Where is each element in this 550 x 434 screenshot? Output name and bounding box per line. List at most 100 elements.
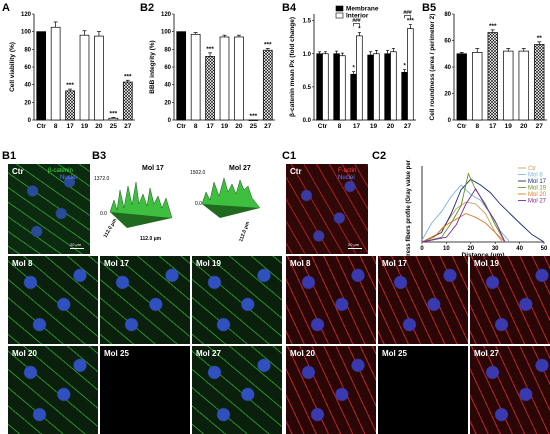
- x-tick-label: 8: [194, 123, 198, 130]
- legend-label: Mol 27: [528, 199, 547, 205]
- y-tick-label: 80: [164, 47, 171, 53]
- bar: [108, 117, 119, 121]
- significance-bracket: [404, 15, 411, 19]
- bar: [234, 36, 244, 121]
- bar: [401, 71, 408, 121]
- tile-label: Ctr: [12, 167, 24, 176]
- y-tick-label: 40: [444, 65, 451, 71]
- bar: [503, 50, 514, 121]
- x-tick-label: 20: [520, 123, 528, 130]
- bar: [356, 35, 363, 121]
- legend-label: Interior: [346, 13, 369, 20]
- b3-left-axis-x: 112.0 μm: [140, 236, 162, 242]
- y-tick-label: 1.5: [303, 19, 312, 25]
- y-tick-label: 100: [161, 30, 172, 36]
- bar: [534, 44, 545, 121]
- bar: [518, 50, 529, 121]
- tile-label: Mol 19: [196, 259, 221, 268]
- legend-swatch: [335, 5, 344, 12]
- tile-label: Mol 19: [474, 259, 499, 268]
- panel-label-b3: B3: [92, 150, 107, 162]
- x-axis-label: Distance (μm): [462, 252, 505, 258]
- bracket-label: ###: [403, 10, 412, 16]
- micrograph-tile: Mol 8: [286, 256, 376, 344]
- bar: [262, 49, 273, 121]
- x-tick-label: 20: [387, 123, 395, 130]
- y-tick-label: 0.5: [303, 85, 312, 91]
- tile-label: Mol 8: [12, 259, 33, 268]
- legend-nuclei: Nuclei: [338, 175, 355, 181]
- x-tick-label: 19: [221, 123, 229, 130]
- y-tick-label: 1.0: [303, 52, 312, 58]
- bar: [219, 36, 230, 121]
- scale-label: 20 μm: [70, 242, 82, 247]
- y-tick-label: 0.0: [303, 118, 312, 124]
- bar: [94, 35, 104, 121]
- x-tick-label: Ctr: [37, 123, 47, 130]
- micrograph-tile: Mol 19: [192, 256, 282, 344]
- y-axis-label: β-catenin mean Px (fold change): [289, 17, 296, 117]
- x-tick-label: 50: [541, 246, 548, 252]
- tile-label: Mol 17: [104, 259, 129, 268]
- significance-label: ***: [124, 73, 132, 80]
- significance-label: *: [403, 64, 406, 70]
- bar: [248, 119, 259, 121]
- significance-label: *: [358, 27, 361, 33]
- y-tick-label: 60: [444, 39, 451, 45]
- bar: [205, 56, 215, 121]
- legend-swatch: [335, 12, 344, 19]
- x-tick-label: 17: [353, 123, 361, 130]
- scale-bar: [348, 248, 362, 249]
- legend-label: Mol 17: [528, 179, 547, 185]
- y-tick-label: 0: [168, 118, 172, 124]
- legend-beta-catenin: β-catenin: [48, 168, 73, 174]
- b3-left-axis-y: 112.0 μm: [103, 217, 119, 239]
- panel-label-b5: B5: [422, 2, 437, 14]
- x-tick-label: 19: [81, 123, 89, 130]
- x-tick-label: 20: [95, 123, 103, 130]
- tile-label: Mol 27: [474, 349, 499, 358]
- y-axis-label: BBB integrity (%): [149, 40, 156, 93]
- y-tick-label: 80: [24, 47, 31, 53]
- significance-label: ***: [206, 46, 214, 53]
- legend-f-actin: F-actin: [338, 168, 357, 174]
- series-line: [421, 213, 506, 243]
- significance-label: **: [537, 35, 543, 42]
- micrograph-c1-ctr: Ctr F-actin Nuclei 20 μm: [286, 164, 368, 254]
- bar: [36, 31, 47, 121]
- micrograph-tile: Mol 27: [470, 346, 550, 434]
- b3-left-zero: 0.0: [100, 211, 107, 217]
- x-tick-label: 27: [264, 123, 272, 130]
- tile-label: Mol 25: [104, 349, 129, 358]
- x-tick-label: 20: [467, 246, 474, 252]
- bar: [176, 31, 187, 121]
- b3-right-surface-peaks: [201, 177, 261, 209]
- micrograph-tile: Mol 25: [378, 346, 468, 434]
- x-tick-label: Ctr: [177, 123, 187, 130]
- x-tick-label: 17: [66, 123, 74, 130]
- chart-a-cell-viability: 0 20 40 60 80 100 120 Ctr 8 17 *** 19 20 25 *** 27 *** Ce…: [9, 12, 135, 130]
- tile-label: Mol 17: [382, 259, 407, 268]
- tile-label: Mol 25: [382, 349, 407, 358]
- bar: [50, 26, 61, 121]
- significance-label: ***: [407, 19, 415, 25]
- bar: [316, 53, 323, 121]
- micrograph-tile: Mol 20: [8, 346, 98, 434]
- series-line: [421, 178, 545, 243]
- y-axis-label: Cell viability (%): [9, 42, 16, 92]
- micrograph-tile: Mol 20: [286, 346, 376, 434]
- tile-label: Ctr: [290, 167, 302, 176]
- tile-label: Mol 20: [290, 349, 315, 358]
- y-tick-label: 0: [448, 118, 452, 124]
- x-tick-label: 19: [505, 123, 513, 130]
- bar: [487, 32, 498, 121]
- bracket-label: ###: [352, 18, 361, 24]
- legend-label: Mol 19: [528, 186, 547, 192]
- legend-nuclei: Nuclei: [60, 175, 77, 181]
- x-tick-label: 25: [250, 123, 258, 130]
- x-tick-label: 40: [516, 246, 523, 252]
- b3-left-surface-peaks: [109, 181, 173, 219]
- panel-label-a: A: [2, 2, 10, 14]
- y-tick-label: 60: [164, 65, 171, 71]
